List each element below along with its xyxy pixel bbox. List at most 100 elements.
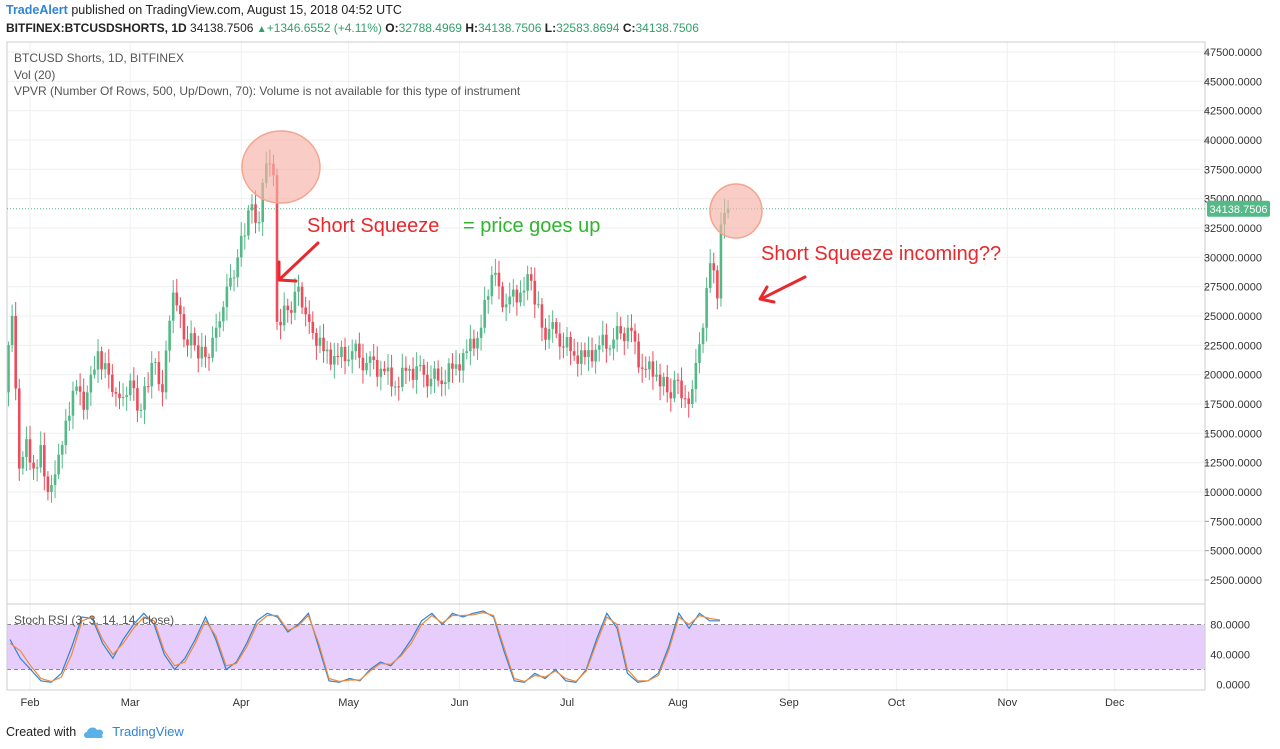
price-tick-label: 32500.0000 xyxy=(1204,223,1262,235)
candle xyxy=(222,301,225,332)
rsi-tick-label: 40.0000 xyxy=(1210,650,1250,662)
candle-body xyxy=(562,346,565,348)
candle xyxy=(161,370,164,407)
candle-body xyxy=(222,307,225,322)
candle-body xyxy=(436,368,440,381)
candle xyxy=(547,314,551,349)
candle xyxy=(615,312,619,352)
publisher-name[interactable]: TradeAlert xyxy=(6,3,68,17)
candle-body xyxy=(175,292,179,306)
candle xyxy=(565,326,569,356)
candle-body xyxy=(479,327,483,338)
candle-body xyxy=(415,366,418,380)
tradingview-link[interactable]: TradingView xyxy=(112,724,184,739)
candle xyxy=(107,349,111,389)
vpvr-legend[interactable]: VPVR (Number Of Rows, 500, Up/Down, 70):… xyxy=(14,84,521,98)
candle-body xyxy=(218,321,222,328)
candle xyxy=(436,360,440,387)
volume-legend[interactable]: Vol (20) xyxy=(14,68,56,82)
candle-body xyxy=(597,345,601,350)
candle-body xyxy=(537,304,540,306)
rsi-tick-label: 0.0000 xyxy=(1216,680,1250,692)
candle-body xyxy=(189,333,193,346)
candle xyxy=(10,304,14,352)
candlestick-series[interactable] xyxy=(7,149,730,503)
candle xyxy=(433,361,436,393)
candle-body xyxy=(146,386,150,388)
candle-body xyxy=(239,235,243,258)
time-tick-label: Jul xyxy=(560,697,574,709)
candle xyxy=(408,365,411,382)
candle-body xyxy=(626,327,630,342)
price-axis[interactable]: 2500.0000 5000.0000 7500.0000 10000.0000 125… xyxy=(1204,47,1262,587)
candle xyxy=(68,401,71,431)
time-axis[interactable]: Feb Mar Apr May Jun Jul Aug Sep Oct Nov Dec xyxy=(21,697,1126,709)
candle-body xyxy=(497,272,501,287)
price-tick-label: 15000.0000 xyxy=(1204,428,1262,440)
candle xyxy=(386,354,390,385)
candle xyxy=(443,369,447,396)
candle-body xyxy=(82,391,85,410)
candle xyxy=(111,364,114,397)
candle xyxy=(458,353,461,383)
candle xyxy=(701,323,705,354)
candle-body xyxy=(662,376,665,387)
time-tick-label: Sep xyxy=(779,697,799,709)
candle-body xyxy=(522,290,526,293)
candle xyxy=(179,297,182,329)
candle-body xyxy=(17,388,21,469)
candle xyxy=(429,365,433,395)
candle-body xyxy=(275,175,279,322)
candle xyxy=(125,386,128,411)
candle-body xyxy=(501,286,504,308)
candle-body xyxy=(200,346,204,359)
candle-body xyxy=(293,291,297,313)
rsi-axis[interactable]: 0.0000 40.0000 80.0000 xyxy=(1210,620,1250,692)
candle xyxy=(250,194,254,224)
candle-body xyxy=(554,322,558,334)
candle-body xyxy=(529,274,533,281)
candle xyxy=(103,352,107,379)
candle xyxy=(712,252,716,284)
candle xyxy=(17,378,21,481)
candle-body xyxy=(712,263,716,271)
candle-body xyxy=(622,333,626,342)
candle xyxy=(401,353,404,392)
candle xyxy=(89,366,93,407)
chart-title-legend[interactable]: BTCUSD Shorts, 1D, BITFINEX xyxy=(14,51,185,65)
candle-body xyxy=(454,364,458,369)
time-tick-label: Aug xyxy=(668,697,688,709)
candle-body xyxy=(340,346,343,358)
candle xyxy=(75,379,78,395)
candle xyxy=(583,342,587,365)
candle xyxy=(60,440,64,469)
candle xyxy=(512,279,515,307)
published-text: published on TradingView.com, August 15,… xyxy=(71,3,402,17)
candle-body xyxy=(14,316,17,389)
stoch-rsi-legend[interactable]: Stoch RSI (3, 3, 14, 14, close) xyxy=(14,613,175,627)
candle xyxy=(483,286,486,334)
stoch-rsi-series[interactable] xyxy=(9,610,721,683)
candle-body xyxy=(46,476,50,492)
candle xyxy=(290,301,293,325)
candle xyxy=(358,332,361,369)
candle-body xyxy=(333,356,336,365)
candle xyxy=(658,363,662,401)
candle xyxy=(7,341,10,407)
candle xyxy=(716,265,719,310)
candle-body xyxy=(508,296,512,305)
candle-body xyxy=(594,349,597,362)
arrow-shaft xyxy=(279,241,320,280)
candle xyxy=(53,460,57,499)
price-tick-label: 42500.0000 xyxy=(1204,106,1262,118)
candle xyxy=(50,474,53,503)
frame-border xyxy=(6,41,1206,691)
candle-body xyxy=(576,355,580,364)
candle xyxy=(640,353,644,383)
candle-body xyxy=(300,286,304,308)
candle-body xyxy=(519,292,522,303)
candle xyxy=(175,278,179,312)
candle-body xyxy=(644,368,648,370)
candle xyxy=(705,277,708,342)
